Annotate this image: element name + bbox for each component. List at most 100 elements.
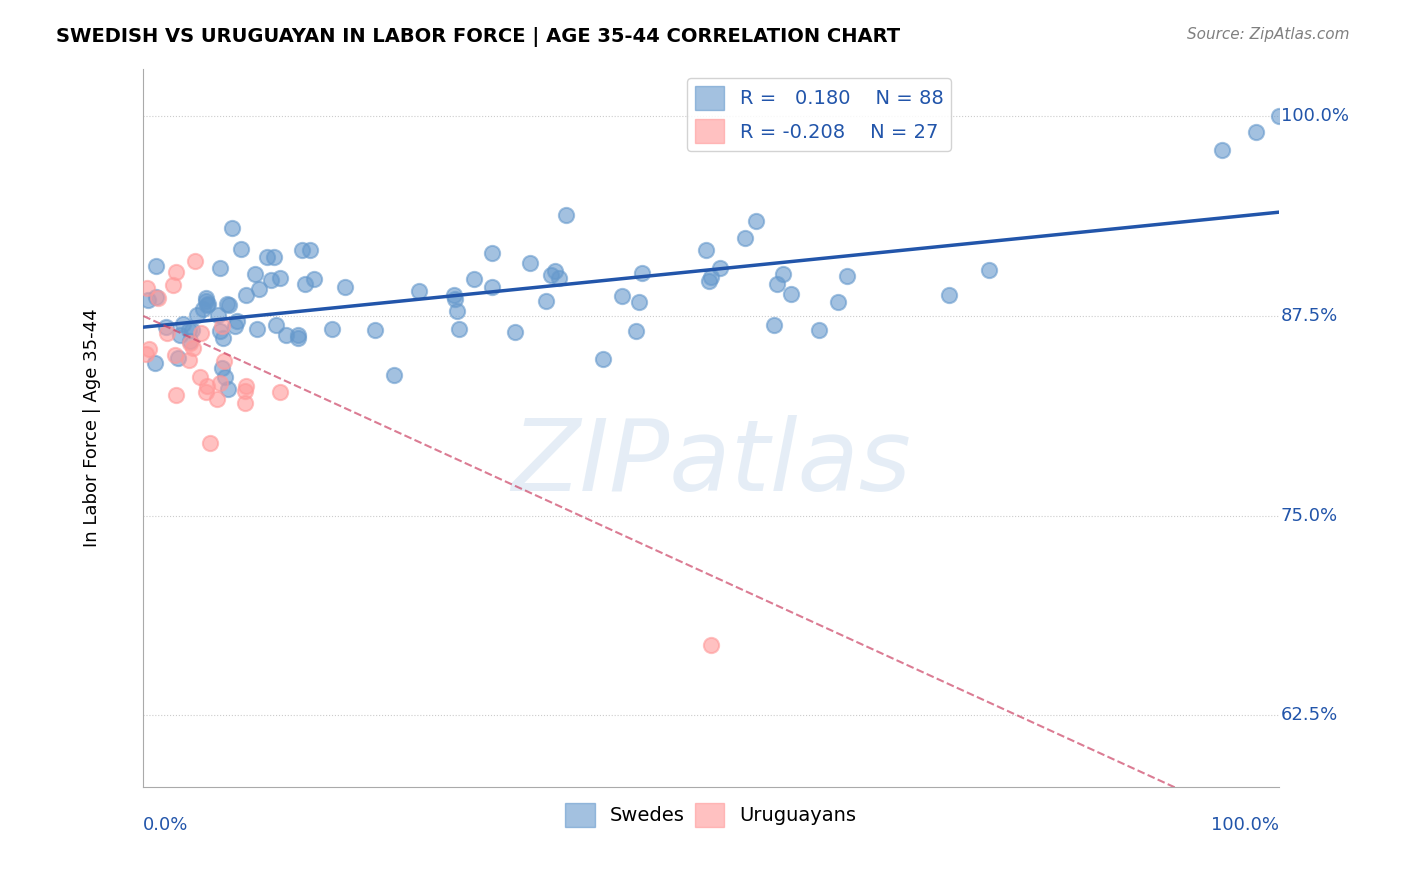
Swedes [938,288,960,302]
Text: In Labor Force | Age 35-44: In Labor Force | Age 35-44 [83,309,101,547]
Legend: Swedes, Uruguayans: Swedes, Uruguayans [558,796,865,835]
Swedes [762,318,785,332]
Swedes [1267,110,1289,124]
Swedes [224,319,246,334]
Swedes [555,208,578,222]
Swedes [136,293,159,307]
Swedes [207,308,229,322]
Swedes [697,274,720,288]
Swedes [169,328,191,343]
Swedes [181,323,204,337]
Swedes [709,261,731,276]
Swedes [734,231,756,245]
Swedes [1211,143,1233,157]
Swedes [302,271,325,285]
Swedes [211,361,233,376]
Swedes [193,302,215,317]
Swedes [287,328,309,343]
Swedes [172,317,194,331]
Text: 100.0%: 100.0% [1211,815,1278,834]
Swedes [269,270,291,285]
Swedes [298,244,321,258]
Uruguayans [205,392,228,407]
Uruguayans [162,277,184,292]
Swedes [246,322,269,336]
Swedes [540,268,562,282]
Swedes [700,270,723,285]
Swedes [766,277,789,292]
Swedes [209,324,232,338]
Uruguayans [165,265,187,279]
Swedes [505,326,527,340]
Swedes [256,250,278,264]
Swedes [294,277,316,291]
Swedes [218,298,240,312]
Swedes [592,351,614,366]
Swedes [779,287,801,301]
Swedes [631,266,654,280]
Swedes [155,320,177,334]
Swedes [772,267,794,281]
Swedes [808,323,831,337]
Uruguayans [163,348,186,362]
Swedes [547,270,569,285]
Swedes [447,322,470,336]
Uruguayans [235,379,257,393]
Swedes [195,298,218,312]
Uruguayans [177,353,200,368]
Uruguayans [156,326,179,340]
Swedes [179,334,201,348]
Swedes [446,304,468,318]
Swedes [291,243,314,257]
Uruguayans [211,319,233,334]
Swedes [212,331,235,345]
Text: 75.0%: 75.0% [1281,507,1339,524]
Swedes [274,328,297,343]
Text: 62.5%: 62.5% [1281,706,1339,724]
Uruguayans [212,354,235,368]
Text: 100.0%: 100.0% [1281,107,1348,126]
Swedes [225,314,247,328]
Uruguayans [195,379,218,393]
Swedes [321,322,343,336]
Swedes [977,263,1000,277]
Uruguayans [233,396,256,410]
Swedes [745,214,768,228]
Swedes [544,264,567,278]
Swedes [186,309,208,323]
Swedes [481,246,503,260]
Swedes [837,269,859,284]
Swedes [209,260,232,275]
Swedes [287,331,309,345]
Text: SWEDISH VS URUGUAYAN IN LABOR FORCE | AGE 35-44 CORRELATION CHART: SWEDISH VS URUGUAYAN IN LABOR FORCE | AG… [56,27,900,46]
Swedes [628,294,651,309]
Swedes [194,294,217,309]
Text: ZIPatlas: ZIPatlas [510,415,911,512]
Swedes [534,293,557,308]
Swedes [364,322,387,336]
Swedes [1244,125,1267,139]
Swedes [235,288,257,302]
Uruguayans [700,638,723,652]
Uruguayans [190,326,212,340]
Swedes [143,356,166,370]
Swedes [463,271,485,285]
Swedes [229,242,252,256]
Uruguayans [183,341,205,355]
Text: 87.5%: 87.5% [1281,307,1339,325]
Swedes [612,289,634,303]
Swedes [215,297,238,311]
Swedes [195,291,218,305]
Swedes [408,284,430,298]
Uruguayans [135,281,157,295]
Swedes [624,324,647,338]
Swedes [827,294,849,309]
Swedes [221,221,243,235]
Swedes [245,267,267,281]
Swedes [145,259,167,273]
Swedes [167,351,190,365]
Swedes [145,289,167,303]
Uruguayans [233,384,256,398]
Text: 0.0%: 0.0% [143,815,188,834]
Uruguayans [269,385,291,400]
